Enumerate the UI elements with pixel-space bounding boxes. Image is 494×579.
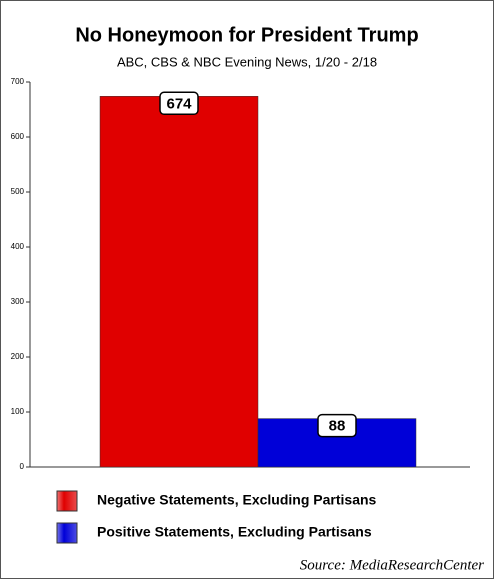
chart-subtitle: ABC, CBS & NBC Evening News, 1/20 - 2/18 bbox=[117, 54, 377, 69]
value-label: 88 bbox=[329, 418, 346, 435]
value-label-box bbox=[317, 413, 357, 438]
y-tick-label: 0 bbox=[20, 462, 25, 471]
legend-swatch bbox=[56, 490, 78, 512]
y-tick-label: 200 bbox=[11, 352, 25, 361]
legend-label: Negative Statements, Excluding Partisans bbox=[97, 492, 377, 508]
legend-swatch bbox=[56, 522, 78, 544]
y-tick-label: 300 bbox=[11, 297, 25, 306]
y-tick-label: 600 bbox=[11, 132, 25, 141]
legend-label: Positive Statements, Excluding Partisans bbox=[97, 524, 372, 540]
chart-title: No Honeymoon for President Trump bbox=[75, 24, 418, 46]
y-tick-label: 700 bbox=[11, 77, 25, 86]
source: Source: MediaResearchCenter bbox=[300, 557, 484, 573]
y-tick-label: 400 bbox=[11, 242, 25, 251]
y-tick-label: 100 bbox=[11, 407, 25, 416]
value-label: 674 bbox=[166, 95, 192, 112]
value-label-box bbox=[159, 91, 199, 116]
bar bbox=[99, 96, 259, 468]
y-tick-label: 500 bbox=[11, 187, 25, 196]
